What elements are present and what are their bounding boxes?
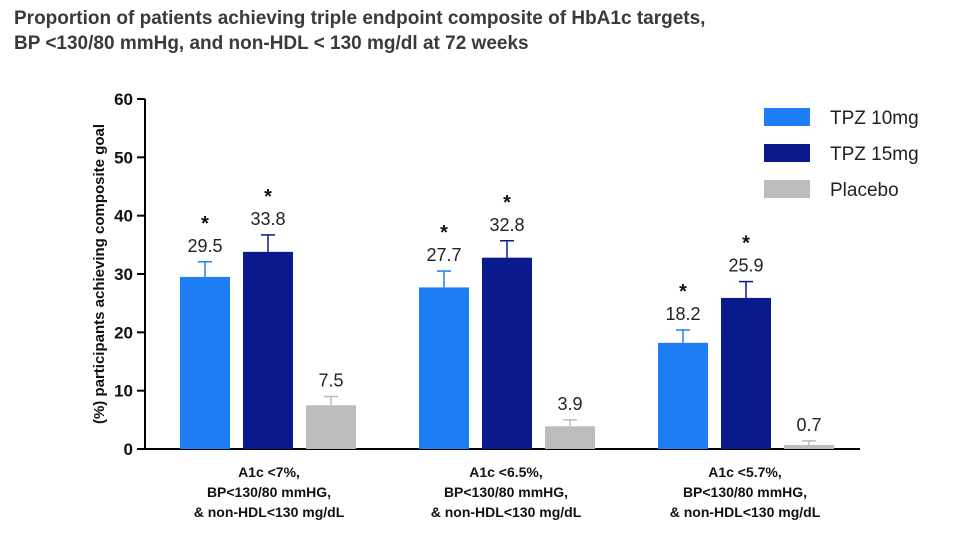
legend-swatch-2 bbox=[764, 144, 810, 162]
data-label-1-3: 18.2 bbox=[665, 304, 700, 324]
bar-3-2 bbox=[545, 426, 595, 449]
y-tick-label-40: 40 bbox=[114, 207, 133, 226]
bar-1-3 bbox=[658, 342, 708, 449]
category-label-2-line-3: & non-HDL<130 mg/dL bbox=[431, 504, 582, 520]
data-label-3-3: 0.7 bbox=[796, 415, 821, 435]
significance-marker-2-3: * bbox=[742, 233, 750, 255]
category-label-2-line-2: BP<130/80 mmHG, bbox=[444, 484, 568, 500]
bar-2-2 bbox=[482, 257, 532, 449]
chart-title-line-1: Proportion of patients achieving triple … bbox=[14, 8, 706, 29]
data-label-2-1: 33.8 bbox=[250, 209, 285, 229]
y-tick-label-10: 10 bbox=[114, 382, 133, 401]
significance-marker-2-2: * bbox=[503, 192, 511, 214]
category-label-1-line-1: A1c <7%, bbox=[238, 464, 300, 480]
legend-label-1: TPZ 10mg bbox=[830, 108, 919, 129]
category-label-1-line-2: BP<130/80 mmHG, bbox=[207, 484, 331, 500]
data-label-3-1: 7.5 bbox=[318, 371, 343, 391]
data-label-1-2: 27.7 bbox=[426, 245, 461, 265]
bar-1-2 bbox=[419, 287, 469, 449]
bar-3-3 bbox=[784, 444, 834, 449]
bar-2-3 bbox=[721, 297, 771, 449]
legend-label-2: TPZ 15mg bbox=[830, 144, 919, 165]
data-label-2-2: 32.8 bbox=[489, 215, 524, 235]
category-label-3-line-2: BP<130/80 mmHG, bbox=[683, 484, 807, 500]
data-label-1-1: 29.5 bbox=[187, 236, 222, 256]
category-label-3-line-3: & non-HDL<130 mg/dL bbox=[670, 504, 821, 520]
y-tick-label-20: 20 bbox=[114, 323, 133, 342]
significance-marker-1-1: * bbox=[201, 213, 209, 235]
y-tick-label-0: 0 bbox=[124, 440, 133, 459]
y-tick-label-50: 50 bbox=[114, 148, 133, 167]
category-label-2-line-1: A1c <6.5%, bbox=[469, 464, 543, 480]
legend-swatch-3 bbox=[764, 180, 810, 198]
data-label-3-2: 3.9 bbox=[557, 394, 582, 414]
significance-marker-2-1: * bbox=[264, 186, 272, 208]
chart-title-line-2: BP <130/80 mmHg, and non-HDL < 130 mg/dl… bbox=[14, 33, 529, 54]
y-tick-label-60: 60 bbox=[114, 90, 133, 109]
category-label-3-line-1: A1c <5.7%, bbox=[708, 464, 782, 480]
data-label-2-3: 25.9 bbox=[728, 256, 763, 276]
bar-1-1 bbox=[180, 276, 230, 449]
significance-marker-1-3: * bbox=[679, 281, 687, 303]
bar-3-1 bbox=[306, 405, 356, 449]
y-axis-title: (%) participants achieving composite goa… bbox=[91, 124, 108, 424]
legend-swatch-1 bbox=[764, 108, 810, 126]
y-tick-label-30: 30 bbox=[114, 265, 133, 284]
category-label-1-line-3: & non-HDL<130 mg/dL bbox=[194, 504, 345, 520]
chart-title: Proportion of patients achieving triple … bbox=[14, 6, 944, 56]
bar-2-1 bbox=[243, 251, 293, 449]
significance-marker-1-2: * bbox=[440, 222, 448, 244]
legend-label-3: Placebo bbox=[830, 180, 899, 201]
